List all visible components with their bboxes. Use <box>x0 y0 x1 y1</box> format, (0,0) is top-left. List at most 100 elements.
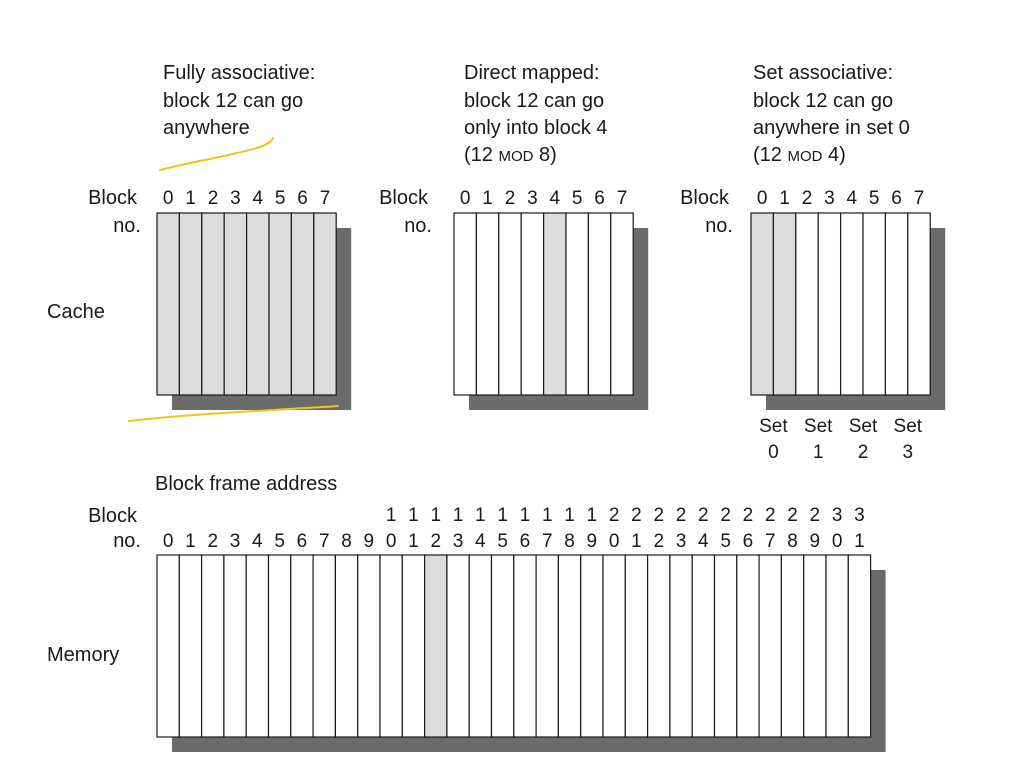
caption-set-mod: (12 MOD 4) <box>753 144 846 166</box>
cache-fully-label-7: 7 <box>320 188 331 209</box>
memory-blocks: 0 1 2 3 4 5 6 7 8 9101112131415161718192021222324… <box>156 505 886 752</box>
cache-direct-block-4 <box>542 212 567 396</box>
cache-fully-block-6 <box>290 212 315 396</box>
memory-block-13 <box>446 554 470 738</box>
memory-label-units-2: 2 <box>207 531 218 552</box>
annotation-underline-bottom <box>128 405 339 422</box>
cache-direct-label-0: 0 <box>460 188 471 209</box>
cache-set-no-label: no. <box>705 215 733 237</box>
cache-set-block-1 <box>772 212 797 396</box>
memory-block-19 <box>580 554 604 738</box>
cache-set-label-7: 7 <box>914 188 925 209</box>
memory-block-31 <box>847 554 872 738</box>
memory-label-tens-11: 1 <box>408 505 419 526</box>
memory-block-11 <box>401 554 426 738</box>
memory-block-21 <box>624 554 649 738</box>
memory-label-units-10: 0 <box>386 531 397 552</box>
set-label-word-3: Set <box>894 416 923 437</box>
memory-block-29 <box>803 554 827 738</box>
cache-fully-block-label: Block <box>88 187 138 209</box>
memory-row-label: Memory <box>47 644 119 666</box>
memory-label-units-5: 5 <box>274 531 285 552</box>
memory-block-15 <box>490 554 515 738</box>
caption-fully-line-3: anywhere <box>163 117 250 139</box>
memory-block-6 <box>290 554 314 738</box>
memory-label-units-20: 0 <box>609 531 620 552</box>
cache-set-label-1: 1 <box>779 188 790 209</box>
cache-set-label-3: 3 <box>824 188 835 209</box>
memory-block-17 <box>535 554 559 738</box>
cache-set-label-6: 6 <box>891 188 902 209</box>
memory-label-tens-16: 1 <box>520 505 531 526</box>
memory-label-tens-26: 2 <box>743 505 754 526</box>
memory-label-tens-10: 1 <box>386 505 397 526</box>
memory-label-units-28: 8 <box>787 531 798 552</box>
cache-fully-label-4: 4 <box>253 188 264 209</box>
cache-direct-block-0 <box>453 212 477 396</box>
memory-block-30 <box>825 554 849 738</box>
cache-fully-label-2: 2 <box>208 188 219 209</box>
memory-label-units-18: 8 <box>564 531 575 552</box>
cache-direct-block-3 <box>520 212 545 396</box>
memory-block-23 <box>669 554 693 738</box>
cache-direct-label-1: 1 <box>482 188 493 209</box>
cache-direct-label-5: 5 <box>572 188 583 209</box>
cache-fully-label-3: 3 <box>230 188 241 209</box>
memory-block-5 <box>267 554 292 738</box>
cache-fully-block-5 <box>268 212 292 396</box>
cache-direct-block-5 <box>565 212 589 396</box>
caption-direct-mod-open: (12 <box>464 144 498 166</box>
memory-label-units-8: 8 <box>341 531 352 552</box>
memory-label-tens-23: 2 <box>676 505 687 526</box>
memory-label-tens-12: 1 <box>430 505 441 526</box>
cache-direct-block-2 <box>498 212 522 396</box>
caption-set-line-2: block 12 can go <box>753 90 893 112</box>
memory-label-units-12: 2 <box>430 531 441 552</box>
memory-block-14 <box>468 554 493 738</box>
cache-fully-block-3 <box>223 212 248 396</box>
cache-fully-label-5: 5 <box>275 188 286 209</box>
cache-set-label-4: 4 <box>847 188 858 209</box>
cache-set-block-0 <box>750 212 774 396</box>
memory-label-tens-18: 1 <box>564 505 575 526</box>
cache-fully-block-2 <box>201 212 225 396</box>
memory-label-units-3: 3 <box>230 531 241 552</box>
memory-block-3 <box>223 554 247 738</box>
cache-set-block-5 <box>862 212 886 396</box>
memory-label-tens-30: 3 <box>832 505 843 526</box>
memory-label-tens-15: 1 <box>497 505 508 526</box>
memory-label-tens-13: 1 <box>453 505 464 526</box>
cache-set-block-6 <box>884 212 909 396</box>
memory-label-units-0: 0 <box>163 531 174 552</box>
cache-set-label-5: 5 <box>869 188 880 209</box>
caption-direct-line-3: only into block 4 <box>464 117 607 139</box>
cache-set-block-2 <box>795 212 819 396</box>
cache-set-block-4 <box>839 212 864 396</box>
memory-label-units-29: 9 <box>810 531 821 552</box>
memory-label-units-23: 3 <box>676 531 687 552</box>
memory-label-units-15: 5 <box>497 531 508 552</box>
block-frame-address-label: Block frame address <box>155 473 337 495</box>
cache-direct-no-label: no. <box>404 215 432 237</box>
memory-label-tens-17: 1 <box>542 505 553 526</box>
cache-direct-block-7 <box>610 212 634 396</box>
memory-block-16 <box>513 554 537 738</box>
caption-fully-associative: Fully associative: block 12 can go anywh… <box>163 62 315 139</box>
memory-label-tens-20: 2 <box>609 505 620 526</box>
cache-direct-label-4: 4 <box>550 188 561 209</box>
cache-direct-block-1 <box>475 212 500 396</box>
memory-block-18 <box>557 554 582 738</box>
memory-label-tens-27: 2 <box>765 505 776 526</box>
memory-label-units-17: 7 <box>542 531 553 552</box>
memory-block-26 <box>736 554 760 738</box>
memory-block-22 <box>646 554 671 738</box>
caption-set-mod-word: MOD <box>787 148 822 165</box>
memory-label-units-25: 5 <box>720 531 731 552</box>
set-label-num-2: 2 <box>858 442 869 463</box>
memory-block-1 <box>178 554 203 738</box>
memory-block-7 <box>312 554 337 738</box>
caption-set-line-1: Set associative: <box>753 62 893 84</box>
